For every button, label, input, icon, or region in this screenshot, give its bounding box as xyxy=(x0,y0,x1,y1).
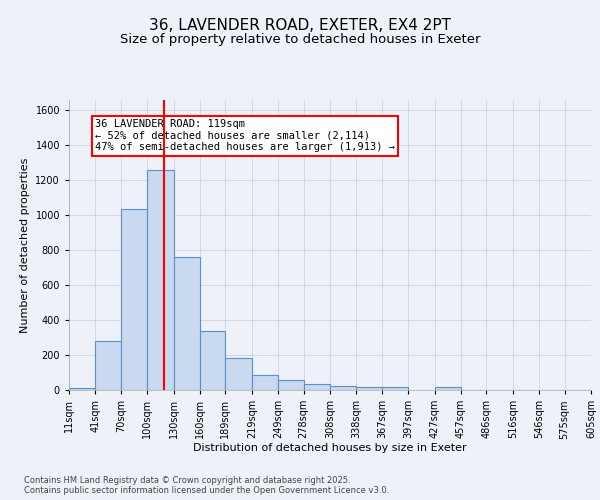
Bar xyxy=(200,332,226,390)
Bar xyxy=(434,388,461,390)
Bar xyxy=(121,209,147,390)
Bar xyxy=(95,341,121,390)
Bar xyxy=(304,384,330,390)
Text: 36 LAVENDER ROAD: 119sqm
← 52% of detached houses are smaller (2,114)
47% of sem: 36 LAVENDER ROAD: 119sqm ← 52% of detach… xyxy=(95,119,395,152)
Text: Contains HM Land Registry data © Crown copyright and database right 2025.
Contai: Contains HM Land Registry data © Crown c… xyxy=(24,476,389,495)
Y-axis label: Number of detached properties: Number of detached properties xyxy=(20,158,30,332)
Text: 36, LAVENDER ROAD, EXETER, EX4 2PT: 36, LAVENDER ROAD, EXETER, EX4 2PT xyxy=(149,18,451,32)
Bar xyxy=(356,388,382,390)
Text: Size of property relative to detached houses in Exeter: Size of property relative to detached ho… xyxy=(120,32,480,46)
Bar xyxy=(330,386,356,390)
Bar xyxy=(278,380,304,390)
Bar xyxy=(591,388,600,390)
Bar xyxy=(69,388,95,390)
Bar xyxy=(382,388,408,390)
Bar xyxy=(173,257,200,390)
Bar xyxy=(147,170,173,390)
Bar xyxy=(226,358,252,390)
X-axis label: Distribution of detached houses by size in Exeter: Distribution of detached houses by size … xyxy=(193,442,467,452)
Bar xyxy=(252,375,278,390)
